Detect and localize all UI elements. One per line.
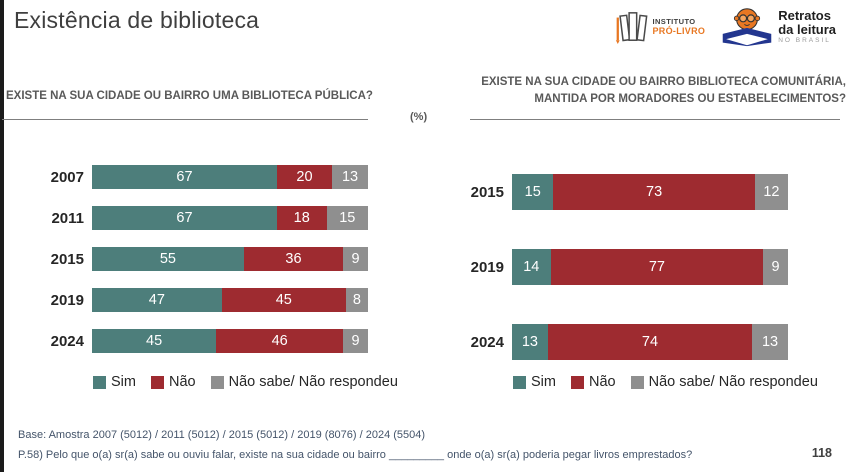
- instituto-label: INSTITUTO: [652, 16, 696, 26]
- bar-segment-nao-sabe: 15: [326, 206, 368, 230]
- bar-track: 67 18 15: [92, 206, 368, 230]
- bar-segment-nao-sabe: 9: [343, 247, 368, 271]
- page-title: Existência de biblioteca: [14, 7, 260, 33]
- legend-right: Sim Não Não sabe/ Não respondeu: [513, 374, 818, 390]
- bar-row: 2007 67 20 13: [6, 165, 436, 189]
- year-label: 2007: [50, 168, 84, 186]
- bar-track: 67 20 13: [92, 165, 368, 189]
- footer-base-note: Base: Amostra 2007 (5012) / 2011 (5012) …: [18, 429, 426, 441]
- legend-swatch: [210, 375, 224, 389]
- question-underline-right: [470, 119, 840, 120]
- legend-swatch: [150, 375, 164, 389]
- bar-segment-sim: 15: [512, 174, 554, 210]
- chart-community-library: 2015 15 73 12 2019 14 77 9 2024 13 74 13: [426, 174, 846, 399]
- legend-item: Sim: [93, 374, 136, 390]
- bar-row: 2015 55 36 9: [6, 247, 436, 271]
- legend-label: Não sabe/ Não respondeu: [648, 374, 818, 390]
- bar-segment-nao-sabe: 9: [763, 249, 788, 285]
- year-label: 2019: [470, 258, 504, 276]
- year-label: 2024: [470, 333, 504, 351]
- chart-public-library: 2007 67 20 13 2011 67 18 15 2015 55 36 9 2019 47 45 8 20…: [6, 165, 436, 370]
- bar-row: 2019 14 77 9: [426, 249, 846, 285]
- retratos-label: Retratos: [778, 7, 831, 23]
- no-brasil-label: NO BRASIL: [778, 37, 831, 45]
- bar-segment-nao: 46: [216, 329, 344, 353]
- legend-item: Sim: [513, 374, 556, 390]
- bar-row: 2024 45 46 9: [6, 329, 436, 353]
- question-community-library: EXISTE NA SUA CIDADE OU BAIRRO BIBLIOTEC…: [481, 76, 846, 106]
- retratos-wordmark: Retratos da leitura NO BRASIL: [778, 9, 836, 45]
- question-public-library: EXISTE NA SUA CIDADE OU BAIRRO UMA BIBLI…: [6, 90, 373, 102]
- instituto-pro-livro-logo: INSTITUTO PRÓ-LIVRO: [614, 8, 706, 46]
- bar-segment-sim: 13: [512, 324, 548, 360]
- year-label: 2015: [50, 250, 84, 268]
- legend-item: Não: [570, 374, 616, 390]
- legend-label: Sim: [531, 374, 556, 390]
- bar-track: 13 74 13: [512, 324, 788, 360]
- retratos-da-leitura-logo: Retratos da leitura NO BRASIL: [721, 6, 836, 48]
- legend-item: Não sabe/ Não respondeu: [210, 374, 398, 390]
- percent-unit-label: (%): [410, 111, 428, 123]
- legend-item: Não: [150, 374, 196, 390]
- bar-segment-nao: 74: [547, 324, 753, 360]
- year-label: 2015: [470, 183, 504, 201]
- bar-segment-sim: 67: [92, 165, 277, 189]
- bar-segment-nao-sabe: 8: [345, 288, 368, 312]
- bar-track: 47 45 8: [92, 288, 368, 312]
- bar-segment-sim: 47: [92, 288, 222, 312]
- legend-label: Não: [168, 374, 196, 390]
- bar-segment-sim: 14: [512, 249, 551, 285]
- legend-item: Não sabe/ Não respondeu: [630, 374, 818, 390]
- legend-swatch: [570, 375, 584, 389]
- da-leitura-label: da leitura: [778, 21, 836, 37]
- legend-left: Sim Não Não sabe/ Não respondeu: [93, 374, 398, 390]
- bar-segment-nao: 73: [553, 174, 755, 210]
- bar-track: 55 36 9: [92, 247, 368, 271]
- page-number: 118: [811, 446, 832, 460]
- bar-row: 2015 15 73 12: [426, 174, 846, 210]
- instituto-pro-livro-wordmark: INSTITUTO PRÓ-LIVRO: [652, 16, 706, 37]
- legend-label: Não sabe/ Não respondeu: [228, 374, 398, 390]
- bar-track: 14 77 9: [512, 249, 788, 285]
- bar-segment-nao: 18: [276, 206, 327, 230]
- legend-label: Não: [588, 374, 616, 390]
- bar-track: 15 73 12: [512, 174, 788, 210]
- bar-segment-nao-sabe: 13: [752, 324, 788, 360]
- year-label: 2019: [50, 291, 84, 309]
- bar-track: 45 46 9: [92, 329, 368, 353]
- bar-segment-nao: 20: [276, 165, 333, 189]
- legend-swatch: [630, 375, 644, 389]
- pro-livro-label: PRÓ-LIVRO: [652, 26, 706, 37]
- books-icon: [615, 12, 647, 44]
- legend-label: Sim: [111, 374, 136, 390]
- bar-segment-nao: 77: [550, 249, 764, 285]
- legend-swatch: [93, 375, 106, 389]
- bar-segment-sim: 45: [92, 329, 217, 353]
- footer-question-note: P.58) Pelo que o(a) sr(a) sabe ou ouviu …: [18, 449, 693, 461]
- bar-segment-sim: 55: [92, 247, 244, 271]
- bar-row: 2019 47 45 8: [6, 288, 436, 312]
- bar-segment-nao-sabe: 12: [754, 174, 788, 210]
- year-label: 2024: [50, 332, 84, 350]
- header-logos: INSTITUTO PRÓ-LIVRO Retratos da leitura: [614, 6, 836, 48]
- question-underline-left: [2, 119, 368, 120]
- year-label: 2011: [51, 209, 84, 227]
- bar-segment-nao-sabe: 13: [332, 165, 368, 189]
- bar-segment-nao: 45: [221, 288, 346, 312]
- bar-row: 2011 67 18 15: [6, 206, 436, 230]
- left-accent-bar: [0, 0, 4, 472]
- bar-row: 2024 13 74 13: [426, 324, 846, 360]
- bar-segment-nao: 36: [243, 247, 344, 271]
- legend-swatch: [513, 375, 526, 389]
- reader-face-book-icon: [722, 8, 772, 47]
- bar-segment-nao-sabe: 9: [343, 329, 368, 353]
- bar-segment-sim: 67: [92, 206, 277, 230]
